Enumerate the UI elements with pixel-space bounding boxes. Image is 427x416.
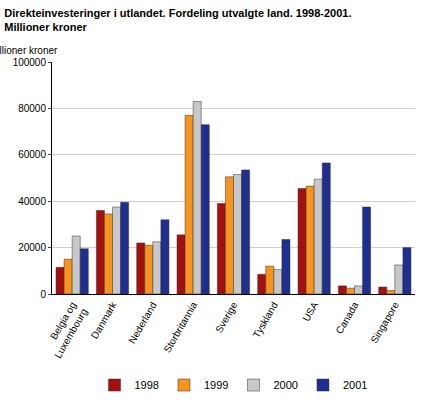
svg-text:USA: USA [300, 300, 320, 324]
svg-text:Direkteinvesteringer i utlande: Direkteinvesteringer i utlandet. Fordeli… [4, 7, 351, 33]
svg-text:Nederland: Nederland [126, 300, 159, 345]
svg-text:2001: 2001 [343, 379, 367, 391]
svg-text:80000: 80000 [18, 103, 46, 114]
svg-text:100000: 100000 [13, 57, 47, 68]
svg-text:Sverige: Sverige [213, 300, 240, 335]
svg-text:1998: 1998 [135, 379, 159, 391]
svg-text:Canada: Canada [334, 300, 361, 336]
svg-text:60000: 60000 [18, 149, 46, 160]
svg-text:Danmark: Danmark [89, 299, 119, 340]
svg-text:2000: 2000 [273, 379, 297, 391]
svg-text:Millioner kroner: Millioner kroner [0, 45, 58, 56]
svg-text:40000: 40000 [18, 196, 46, 207]
svg-text:20000: 20000 [18, 242, 46, 253]
svg-text:Storbritannia: Storbritannia [161, 300, 199, 355]
svg-text:Singapore: Singapore [369, 300, 402, 345]
svg-text:Belgia ogLuxembourg: Belgia ogLuxembourg [41, 300, 90, 360]
svg-text:0: 0 [40, 289, 46, 300]
svg-text:1999: 1999 [204, 379, 228, 391]
svg-text:Tyskland: Tyskland [251, 300, 280, 340]
